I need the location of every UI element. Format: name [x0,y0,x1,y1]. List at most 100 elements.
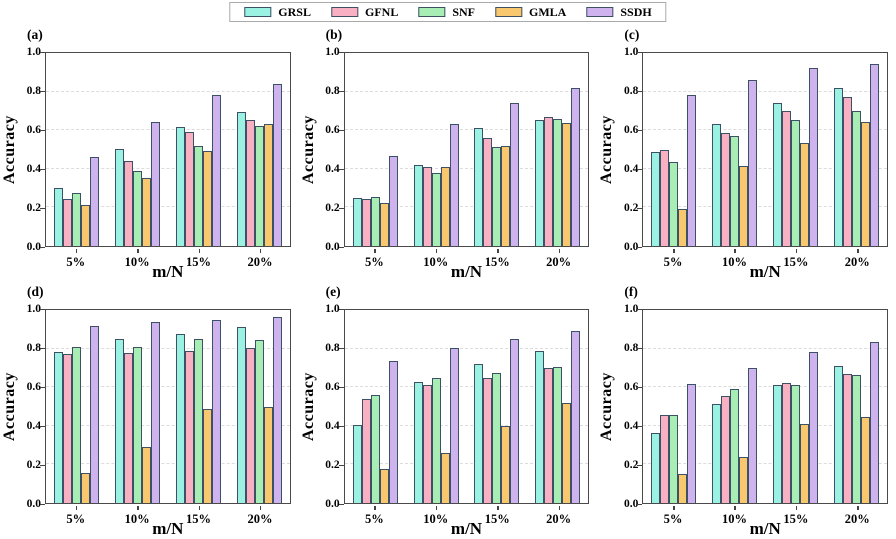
gridline [643,347,887,349]
gridline [344,386,589,388]
y-tick-label: 1.0 [26,45,41,58]
bar-snf-10% [431,377,441,503]
bar-gmla-10% [141,447,151,503]
bar-group-10% [406,53,467,246]
y-tick-mark [637,386,643,388]
bar-grsl-20% [834,87,844,246]
legend-item-grsl: GRSL [244,6,311,18]
x-tick-text: 20% [844,512,870,526]
x-tick-text: 5% [663,512,683,526]
bar-group-5% [643,53,704,246]
y-tick-mark [338,308,344,310]
plot-area [45,52,291,247]
subplot-grid: (a) Accuracy 0.0 0.2 0.4 0.6 0.8 1.0 5% 10% 15% 20%… [0,24,896,538]
y-tick-mark [338,207,344,209]
bar-snf-20% [254,339,264,503]
x-tick-text: 5% [663,255,683,269]
gridline [643,167,887,169]
bar-ssdh-5% [89,157,99,246]
x-tick-label: 20% [528,506,589,527]
bar-gfnl-10% [422,385,432,503]
panel-label: (c) [624,27,640,42]
y-tick-mark [40,347,45,349]
gridline [643,90,887,92]
y-tick-label: 0.8 [26,341,41,354]
bar-group-15% [168,53,229,246]
x-tick-label: 5% [344,249,405,270]
bar-gfnl-10% [422,166,432,246]
x-tick-mark [558,506,561,510]
bar-gmla-15% [800,423,810,503]
x-tick-label: 10% [704,249,765,270]
y-tick-mark [40,308,45,310]
bar-gfnl-5% [660,149,670,246]
y-tick-label: 1.0 [623,45,639,58]
x-tick-label: 20% [229,506,290,527]
y-tick-label: 0.4 [325,419,340,432]
x-tick-mark [75,506,78,510]
y-tick-mark [637,90,643,92]
bar-snf-10% [132,346,142,503]
bar-gfnl-15% [782,110,792,246]
bar-ssdh-15% [211,95,221,246]
x-tick-text: 10% [124,512,150,526]
gridline [46,424,290,426]
y-tick-mark [637,246,643,248]
subplot-d: (d) Accuracy 0.0 0.2 0.4 0.6 0.8 1.0 5% 10% 15% 20%… [0,281,299,538]
x-tick-label: 10% [106,249,167,270]
x-axis-title: m/N [450,262,483,281]
x-tick-label: 5% [45,506,106,527]
bar-group-15% [467,310,528,503]
bar-gmla-20% [263,124,273,246]
bar-gfnl-15% [483,377,493,503]
x-tick-row: 5% 10% 15% 20% [344,249,590,270]
bar-group-15% [765,53,826,246]
bar-grsl-5% [651,152,661,246]
bar-snf-15% [791,119,801,246]
x-tick-text: 5% [364,255,384,269]
bar-grsl-20% [834,365,844,503]
legend-swatch-icon [418,7,446,17]
gridline [46,347,290,349]
bar-gmla-15% [202,409,212,503]
bar-ssdh-20% [571,331,581,503]
legend-swatch-icon [244,7,272,17]
legend-item-snf: SNF [418,6,475,18]
bar-gmla-5% [379,469,389,503]
bar-ssdh-10% [449,347,459,503]
bar-group-20% [527,53,588,246]
bar-gfnl-15% [184,132,194,246]
x-tick-mark [497,506,499,510]
x-tick-mark [374,249,376,253]
bar-ssdh-15% [510,103,520,246]
x-tick-row: 5% 10% 15% 20% [45,506,291,527]
bar-gfnl-20% [544,367,554,503]
y-tick-mark [40,425,45,427]
x-tick-text: 5% [364,512,384,526]
bar-group-10% [406,310,467,503]
panel-label: (b) [325,27,343,42]
gridline [46,129,290,131]
bar-snf-20% [852,374,862,503]
bar-group-5% [345,53,406,246]
bar-gmla-15% [800,142,810,246]
bar-series-container [345,310,589,503]
x-tick-mark [137,506,139,510]
bar-gmla-15% [501,425,511,503]
bar-group-20% [826,53,887,246]
y-tick-label: 0.4 [325,162,340,175]
bar-gmla-5% [678,209,688,246]
bar-grsl-15% [175,334,185,503]
x-tick-label: 10% [405,506,466,527]
plot-area [343,52,590,247]
bar-ssdh-15% [211,319,221,503]
legend-label: SSDH [620,5,652,19]
y-tick-label: 1.0 [325,302,340,315]
x-tick-text: 10% [721,512,747,526]
bar-grsl-5% [53,188,63,246]
y-axis-title: Accuracy [299,115,317,184]
subplot-c: (c) Accuracy 0.0 0.2 0.4 0.6 0.8 1.0 5% 10% 15% 20%… [597,24,896,281]
bar-gfnl-15% [782,383,792,503]
x-tick-text: 5% [66,255,86,269]
